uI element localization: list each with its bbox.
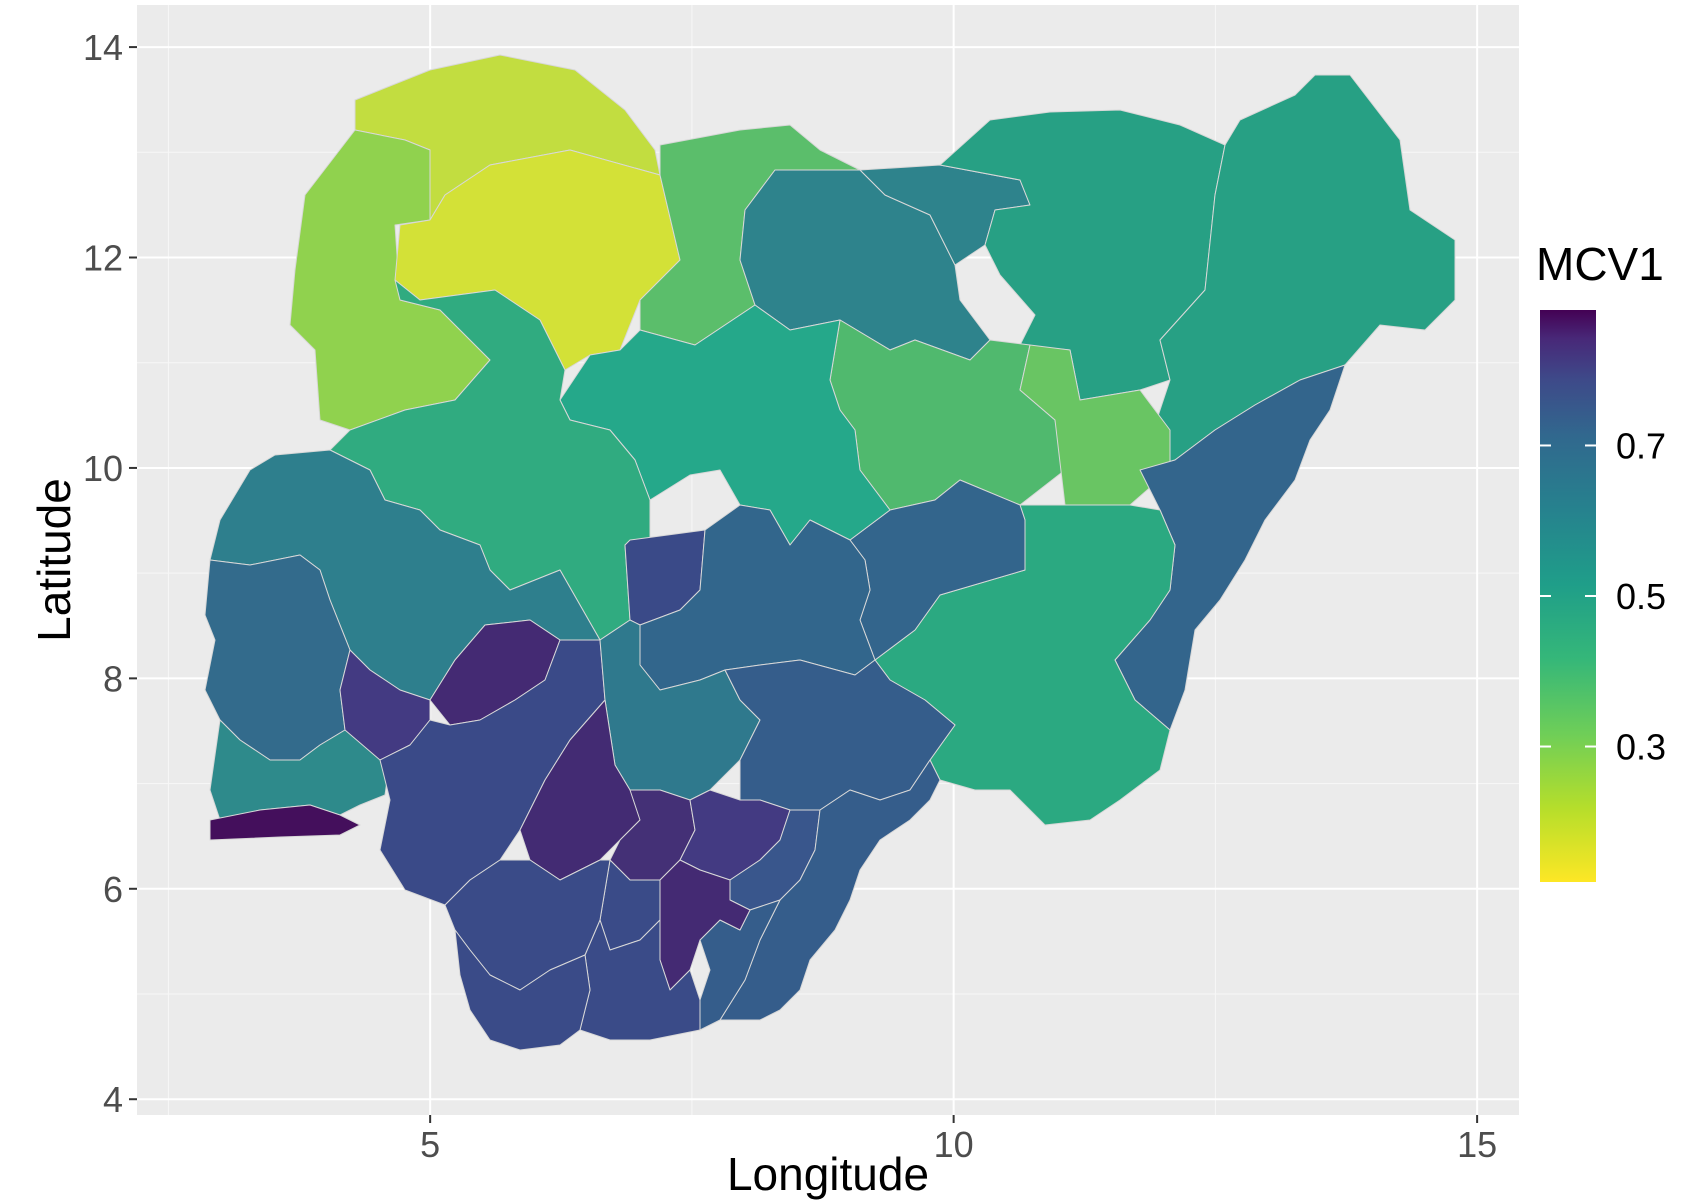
legend-tick-label: 0.7 (1616, 425, 1666, 466)
legend-ticks: 0.3 0.5 0.7 (1540, 425, 1666, 768)
legend: MCV1 0.3 0.5 0.7 (1536, 238, 1666, 882)
legend-tick-label: 0.3 (1616, 727, 1666, 768)
x-tick-label: 5 (420, 1124, 440, 1165)
x-axis-title: Longitude (727, 1148, 929, 1200)
region-zamfara (394, 149, 681, 371)
legend-tick-label: 0.5 (1616, 576, 1666, 617)
y-tick-label: 6 (103, 869, 123, 910)
map-regions (204, 54, 1456, 1051)
x-axis-ticks: 5 10 15 (420, 1115, 1497, 1165)
x-tick-label: 10 (934, 1124, 974, 1165)
legend-title: MCV1 (1536, 238, 1664, 290)
y-tick-label: 4 (103, 1079, 123, 1120)
y-tick-label: 12 (83, 238, 123, 279)
y-tick-label: 10 (83, 448, 123, 489)
region-bayelsa (454, 929, 591, 1051)
x-tick-label: 15 (1457, 1124, 1497, 1165)
y-axis-title: Latitude (28, 478, 80, 642)
y-axis-ticks: 4 6 8 10 12 14 (83, 27, 137, 1120)
y-tick-label: 8 (103, 658, 123, 699)
region-lagos (209, 804, 361, 841)
y-tick-label: 14 (83, 27, 123, 68)
region-borno (1139, 74, 1456, 471)
